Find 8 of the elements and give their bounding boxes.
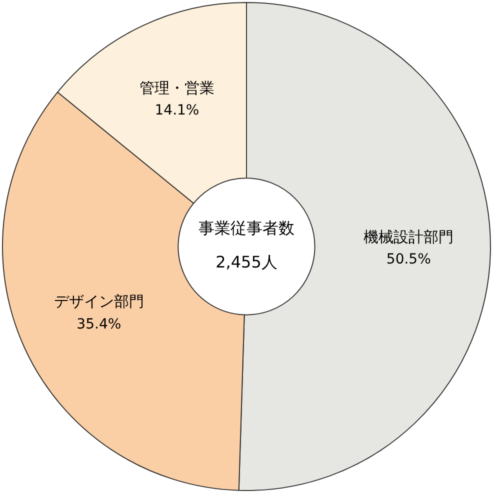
data-label: 35.4% (76, 316, 122, 332)
slice-label: 機械設計部門 (364, 228, 454, 246)
slice-label: 管理・営業 (139, 78, 214, 97)
text: 2,455人 (216, 252, 278, 272)
slice-label: デザイン部門 (54, 292, 144, 311)
text: 事業従事者数 (198, 218, 294, 238)
data-label: 14.1% (154, 102, 200, 119)
data-label: 50.5% (386, 252, 431, 268)
